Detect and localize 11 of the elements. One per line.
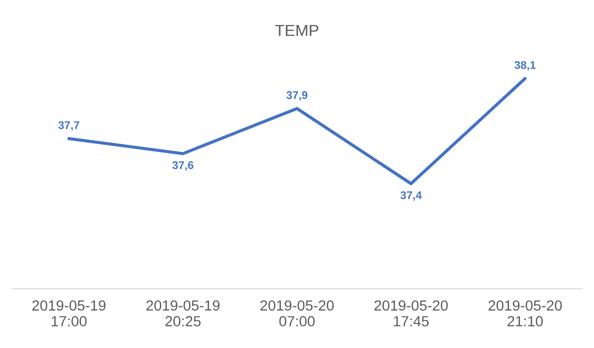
x-tick-label: 2019-05-20 07:00 bbox=[260, 300, 334, 326]
data-label: 37,7 bbox=[58, 121, 80, 131]
data-label: 38,1 bbox=[514, 61, 536, 71]
x-tick-label: 2019-05-19 17:00 bbox=[32, 300, 106, 326]
chart-title: TEMP bbox=[275, 24, 318, 36]
x-tick-label: 2019-05-20 21:10 bbox=[488, 300, 562, 326]
data-label: 37,6 bbox=[172, 161, 194, 171]
x-tick-label: 2019-05-20 17:45 bbox=[374, 300, 448, 326]
data-label: 37,4 bbox=[400, 191, 422, 201]
data-label: 37,9 bbox=[286, 91, 308, 101]
x-tick-label: 2019-05-19 20:25 bbox=[146, 300, 220, 326]
